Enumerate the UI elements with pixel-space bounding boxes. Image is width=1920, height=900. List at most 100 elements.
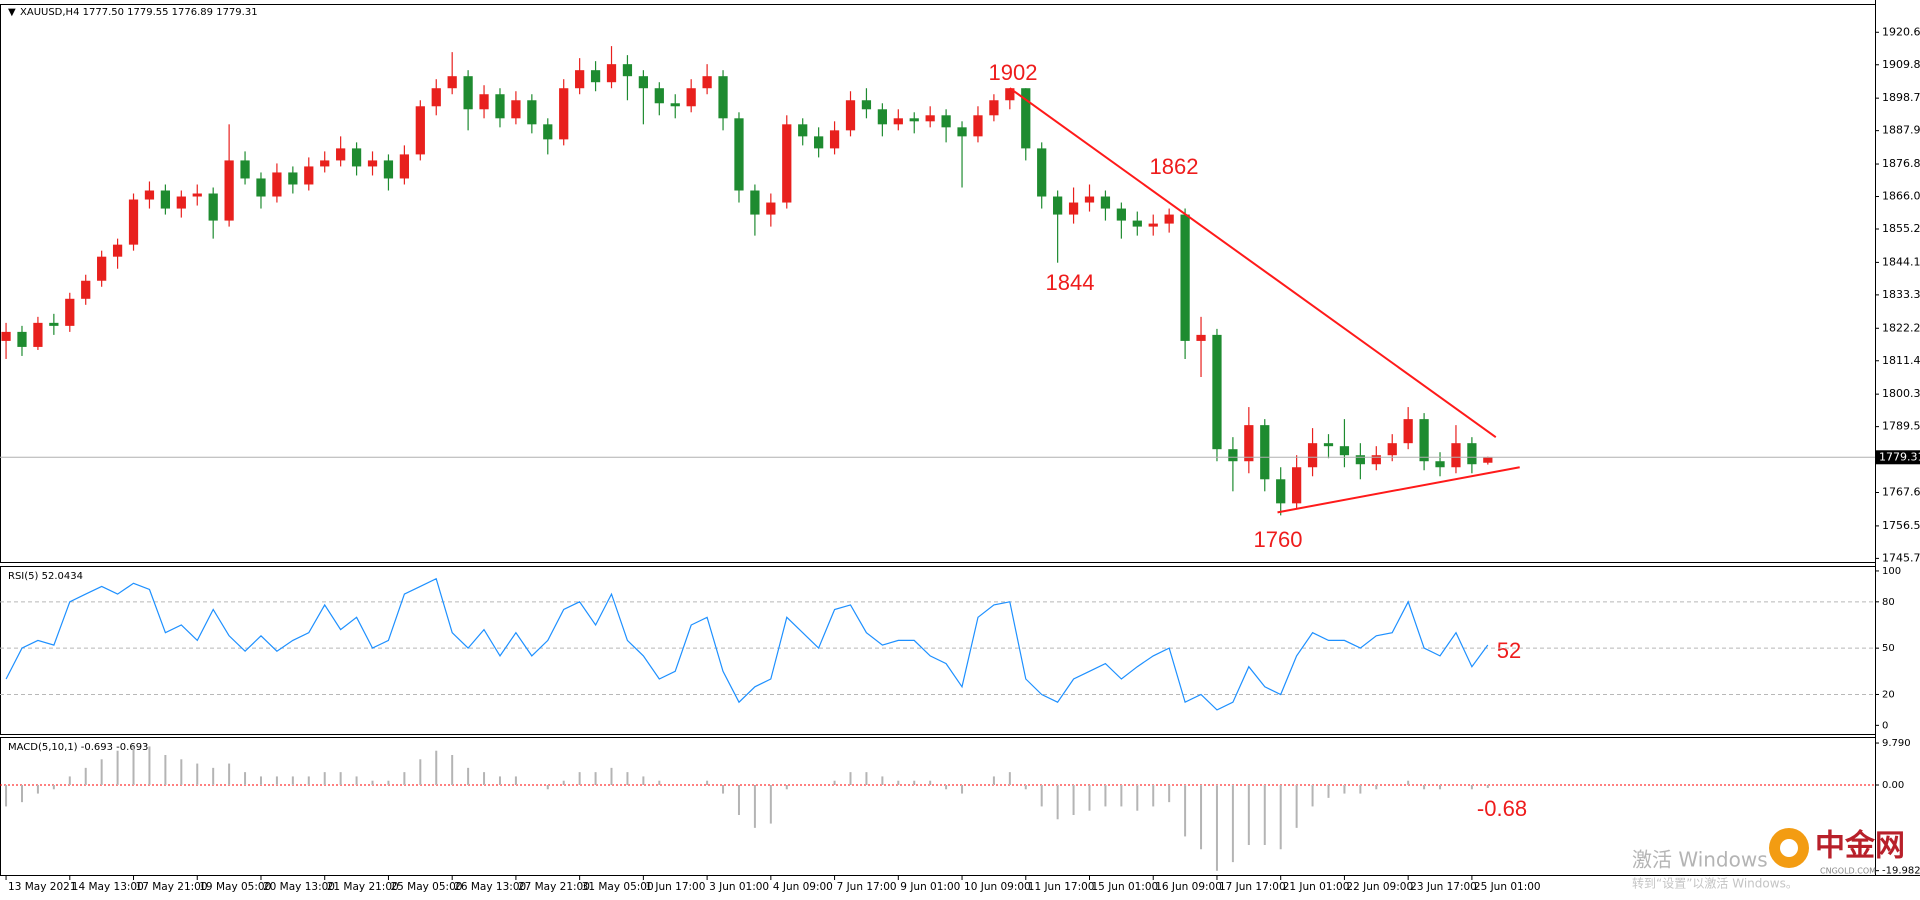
candle-body	[431, 88, 441, 107]
x-tick-label: 1 Jun 17:00	[645, 881, 705, 893]
candle-body	[686, 88, 696, 107]
logo-icon-inner	[1780, 839, 1798, 857]
x-tick-label: 16 Jun 09:00	[1155, 881, 1222, 893]
y-tick-label: 1833.30	[1882, 288, 1920, 301]
candle-body	[1467, 443, 1477, 465]
candle-body	[1180, 214, 1190, 341]
candle-body	[734, 118, 744, 191]
x-tick-label: 4 Jun 09:00	[773, 881, 833, 893]
y-tick-label: 1887.90	[1882, 124, 1920, 137]
indicator-title: RSI(5) 52.0434	[8, 571, 83, 582]
y-tick-label: 1800.30	[1882, 387, 1920, 400]
y-tick-label: 50	[1882, 643, 1895, 654]
candle-body	[65, 298, 75, 326]
watermark-subtitle: 转到“设置”以激活 Windows。	[1632, 876, 1798, 891]
candle-body	[1435, 461, 1445, 468]
candle-body	[240, 160, 250, 179]
annotation: 1760	[1254, 527, 1303, 552]
candle-body	[543, 124, 553, 140]
candle-body	[336, 148, 346, 161]
indicator-title: MACD(5,10,1) -0.693 -0.693	[8, 742, 148, 753]
candle-body	[1292, 467, 1302, 504]
candle-body	[1100, 196, 1111, 209]
candle-body	[559, 88, 569, 140]
candle-body	[320, 160, 330, 167]
candle-body	[17, 331, 27, 347]
candle-body	[208, 193, 218, 221]
candle-body	[782, 124, 792, 203]
y-tick-label: 0.00	[1882, 780, 1904, 791]
y-tick-label: 100	[1882, 566, 1901, 577]
x-tick-label: 17 Jun 17:00	[1219, 881, 1286, 893]
y-tick-label: 1789.50	[1882, 420, 1920, 433]
candle-body	[1164, 214, 1174, 224]
logo-site: CNGOLD.COM	[1820, 867, 1876, 876]
candle-body	[81, 280, 91, 299]
x-tick-label: 21 May 21:00	[327, 881, 399, 893]
annotation: -0.68	[1477, 796, 1527, 821]
x-tick-label: 20 May 13:00	[263, 881, 335, 893]
candle-body	[845, 100, 856, 131]
y-tick-label: 1876.80	[1882, 157, 1920, 170]
x-tick-label: 11 Jun 17:00	[1028, 881, 1095, 893]
candle-body	[144, 190, 155, 200]
annotation: 52	[1497, 638, 1521, 663]
candle-body	[1021, 88, 1031, 149]
menu-arrow[interactable]: ▼	[8, 7, 16, 18]
y-tick-label: 1920.60	[1882, 25, 1920, 38]
candle-body	[1068, 202, 1079, 215]
candle-body	[1419, 419, 1429, 462]
candle-body	[877, 109, 887, 125]
candle-body	[1148, 223, 1158, 227]
candle-body	[1053, 196, 1063, 215]
candle-body	[606, 64, 617, 83]
x-tick-label: 26 May 13:00	[454, 881, 526, 893]
candle-body	[1212, 334, 1222, 450]
y-tick-label: 1756.50	[1882, 519, 1920, 532]
x-tick-label: 3 Jun 01:00	[709, 881, 769, 893]
y-tick-label: 80	[1882, 597, 1895, 608]
x-tick-label: 23 Jun 17:00	[1410, 881, 1477, 893]
x-tick-label: 9 Jun 01:00	[900, 881, 960, 893]
candle-body	[989, 100, 999, 116]
y-tick-label: 1767.60	[1882, 486, 1920, 499]
candle-body	[463, 76, 473, 110]
candle-body	[351, 148, 362, 167]
candle-body	[527, 100, 537, 125]
candle-body	[1451, 443, 1461, 468]
y-tick-label: 1822.20	[1882, 321, 1920, 334]
candle-body	[1116, 208, 1126, 221]
candle-body	[1323, 443, 1334, 447]
candle-body	[575, 70, 585, 89]
panel-frame	[0, 4, 1876, 563]
candle-body	[1, 331, 11, 341]
x-tick-label: 13 May 2021	[8, 881, 76, 893]
candle-body	[750, 190, 760, 215]
candle-body	[1355, 455, 1365, 465]
candle-body	[957, 127, 967, 137]
x-tick-label: 25 Jun 01:00	[1474, 881, 1541, 893]
candle-body	[654, 88, 664, 104]
x-tick-label: 22 Jun 09:00	[1346, 881, 1413, 893]
y-tick-label: 1811.40	[1882, 354, 1920, 367]
candle-body	[1084, 196, 1095, 203]
candle-body	[288, 172, 298, 185]
candle-body	[272, 172, 282, 197]
candle-body	[367, 160, 378, 167]
trendline	[1009, 87, 1497, 438]
x-tick-label: 25 May 05:00	[390, 881, 462, 893]
x-tick-label: 7 Jun 17:00	[837, 881, 897, 893]
y-tick-label: 1898.70	[1882, 91, 1920, 104]
candle-body	[511, 100, 521, 119]
candle-body	[176, 196, 186, 209]
panel-frame	[0, 737, 1876, 876]
y-tick-label: 1866.00	[1882, 190, 1920, 203]
candle-body	[160, 190, 171, 209]
candle-body	[909, 118, 919, 122]
candle-body	[304, 166, 314, 185]
candle-body	[1260, 425, 1270, 480]
candle-body	[925, 115, 935, 122]
x-tick-label: 19 May 05:00	[199, 881, 271, 893]
candle-body	[1307, 443, 1318, 468]
